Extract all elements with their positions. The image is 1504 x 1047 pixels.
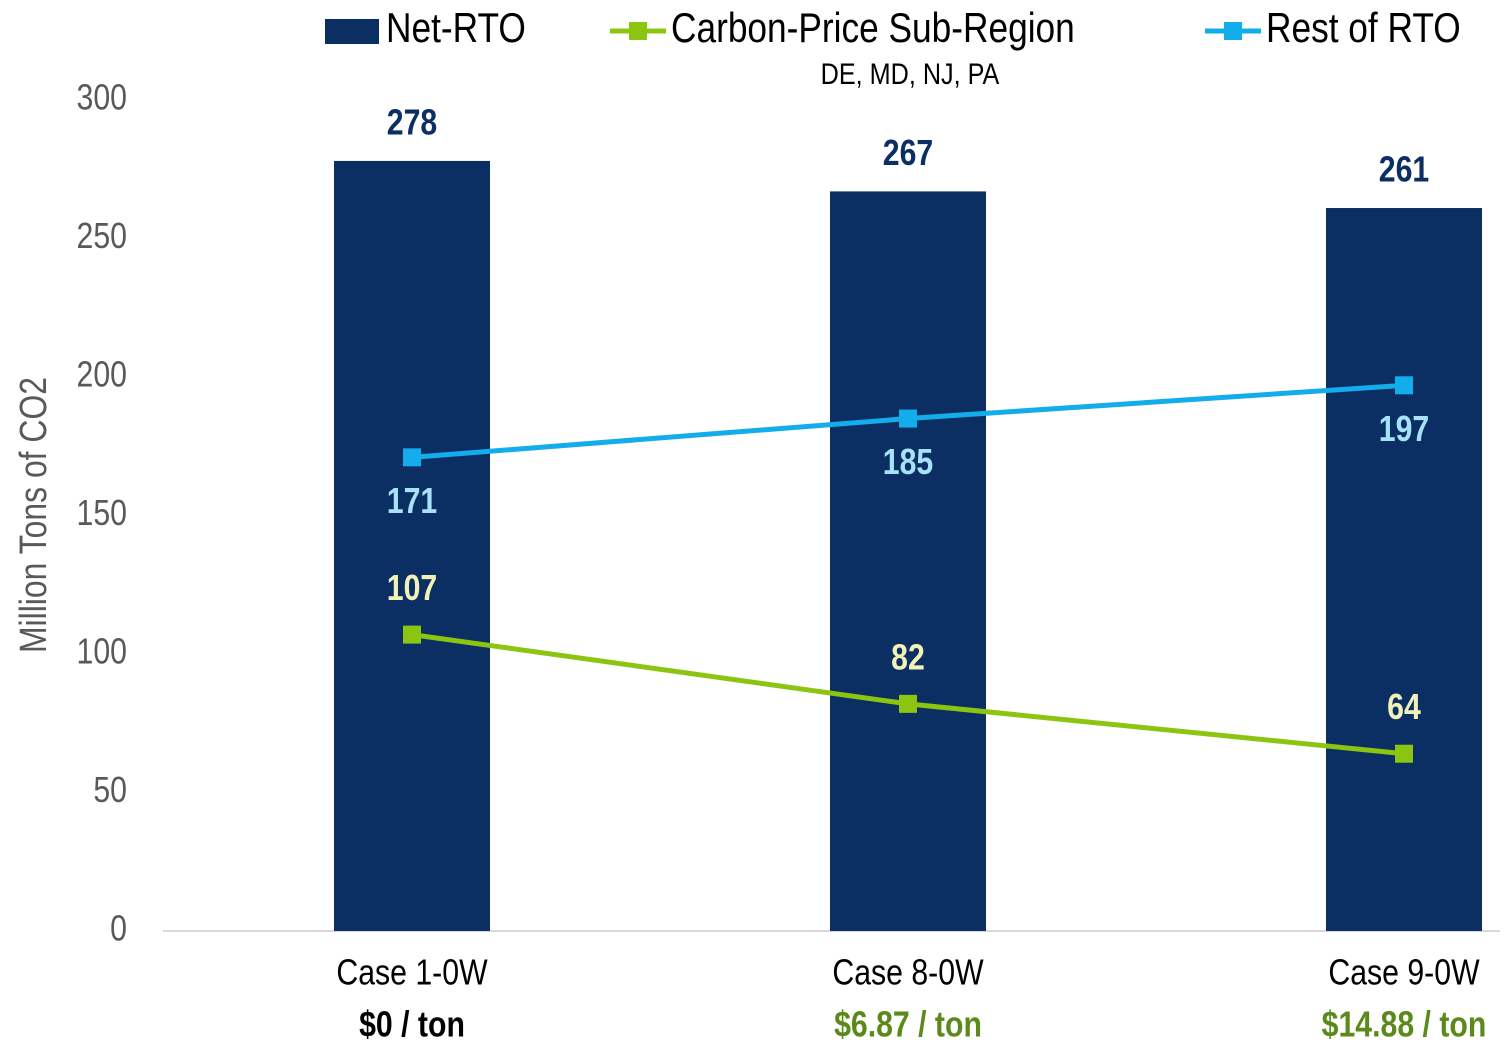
bar-value-label: 278: [387, 103, 437, 143]
bar: [334, 160, 490, 931]
legend-label: Carbon-Price Sub-Region: [671, 5, 1075, 52]
x-tick-label: Case 8-0W: [832, 953, 984, 993]
bar: [830, 191, 986, 931]
legend-swatch: [1224, 22, 1242, 40]
x-sublabel: $6.87 / ton: [834, 1005, 982, 1045]
line-marker: [1395, 744, 1413, 763]
line-marker: [403, 448, 421, 467]
line-marker: [403, 625, 421, 644]
bar-value-label: 261: [1379, 150, 1429, 190]
legend-label: Rest of RTO: [1266, 5, 1461, 52]
x-sublabel: $14.88 / ton: [1322, 1005, 1487, 1045]
legend-label: Net-RTO: [386, 5, 526, 52]
y-tick-label: 50: [93, 771, 127, 811]
line-value-label: 185: [883, 443, 933, 483]
y-axis-label: Million Tons of CO2: [12, 377, 54, 653]
line-marker: [1395, 376, 1413, 395]
bar: [1326, 208, 1482, 931]
line-value-label: 107: [387, 569, 437, 609]
y-tick-label: 250: [77, 217, 127, 257]
line-value-label: 171: [387, 481, 437, 521]
x-tick-label: Case 1-0W: [336, 953, 488, 993]
y-tick-label: 300: [77, 78, 127, 118]
y-tick-label: 200: [77, 355, 127, 395]
line-value-label: 82: [891, 638, 925, 678]
y-tick-label: 0: [110, 909, 127, 949]
x-sublabel: $0 / ton: [359, 1005, 465, 1045]
bar-value-label: 267: [883, 134, 933, 174]
legend-swatch: [629, 22, 647, 40]
x-tick-label: Case 9-0W: [1328, 953, 1480, 993]
legend-swatch: [325, 19, 379, 44]
legend-subtitle: DE, MD, NJ, PA: [821, 57, 1000, 91]
line-value-label: 197: [1379, 409, 1429, 449]
line-marker: [899, 409, 917, 428]
y-tick-label: 100: [77, 632, 127, 672]
line-marker: [899, 694, 917, 713]
y-tick-label: 150: [77, 494, 127, 534]
line-value-label: 64: [1387, 688, 1421, 728]
